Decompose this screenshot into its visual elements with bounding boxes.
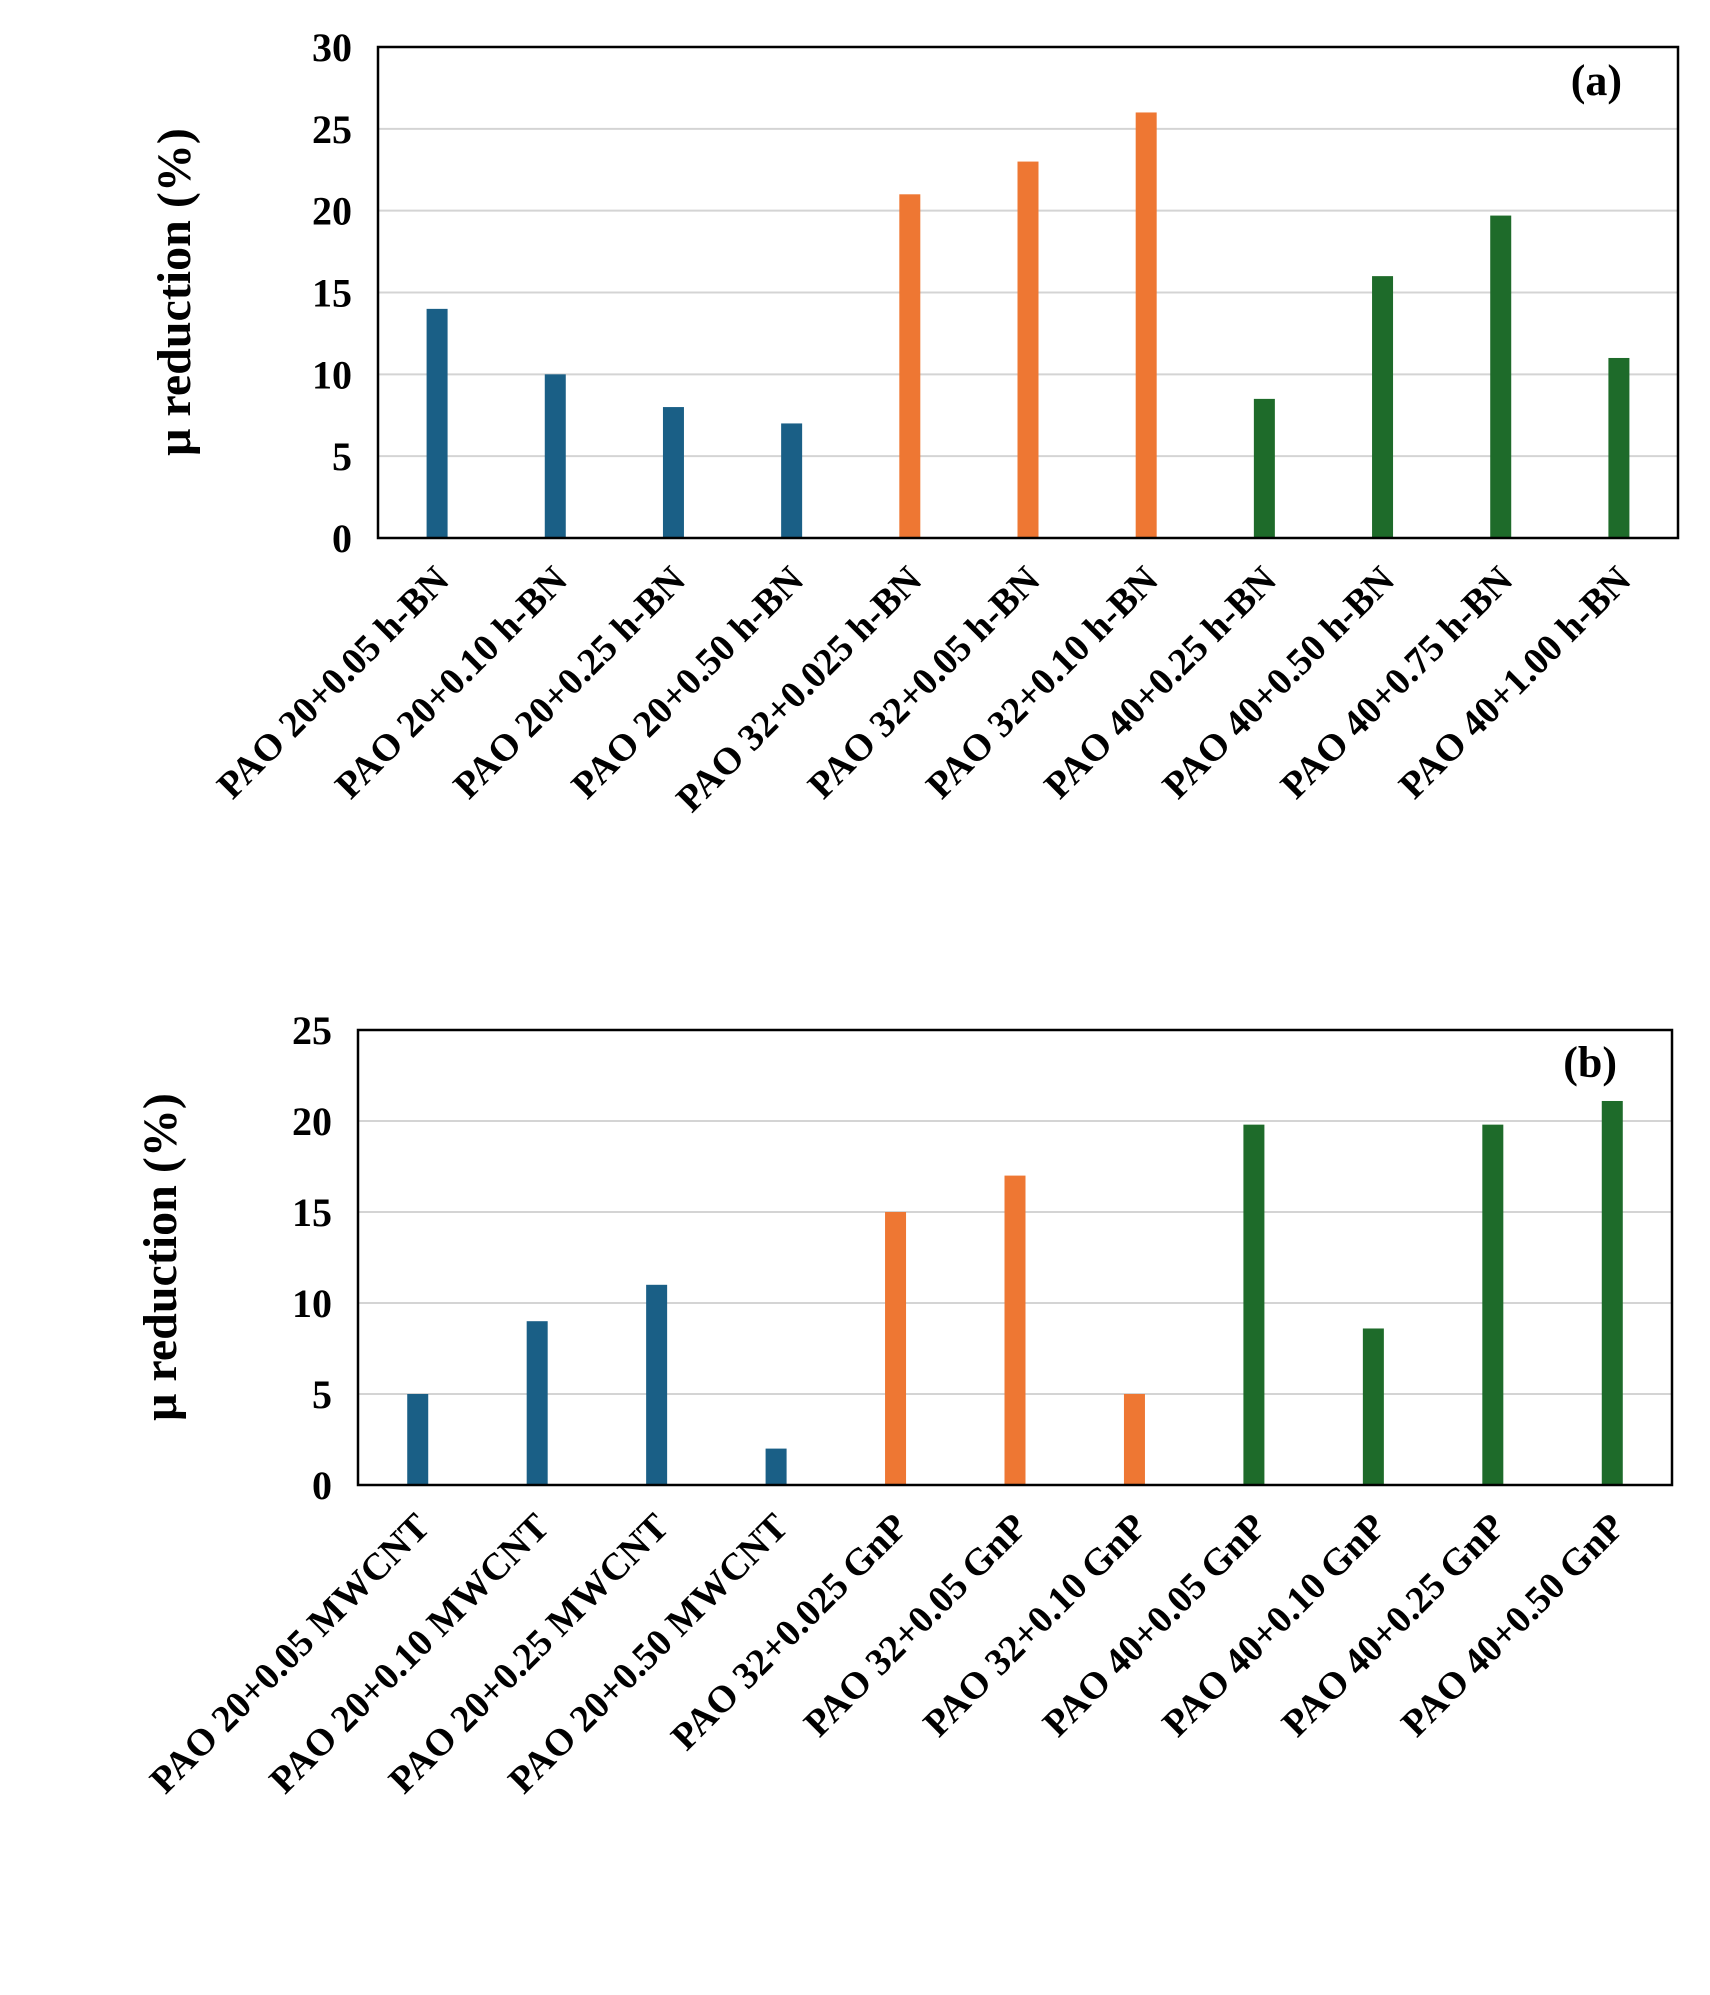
bar	[544, 374, 566, 538]
bar	[1362, 1328, 1384, 1485]
y-tick-label: 0	[332, 516, 352, 561]
y-tick-label: 10	[312, 352, 352, 397]
x-category-label: PAO 20+0.10 h-BN	[327, 559, 575, 807]
x-category-label: PAO 40+1.00 h-BN	[1391, 559, 1639, 807]
y-tick-label: 15	[292, 1190, 332, 1235]
y-tick-label: 20	[292, 1099, 332, 1144]
bar	[1123, 1394, 1145, 1485]
x-category-label: PAO 40+0.05 GnP	[1035, 1506, 1274, 1745]
bar	[1608, 357, 1630, 538]
x-category-label: PAO 32+0.10 GnP	[915, 1506, 1154, 1745]
y-tick-label: 10	[292, 1281, 332, 1326]
plot-frame	[356, 1028, 1674, 1487]
y-tick-label: 0	[312, 1463, 332, 1508]
x-category-label: PAO 40+0.25 GnP	[1274, 1506, 1513, 1745]
x-category-label: PAO 40+0.25 h-BN	[1036, 559, 1284, 807]
y-tick-label: 15	[312, 271, 352, 316]
x-category-label: PAO 40+0.50 h-BN	[1155, 559, 1403, 807]
x-category-label: PAO 20+0.50 h-BN	[564, 559, 812, 807]
bar	[662, 407, 684, 538]
bar	[1253, 398, 1275, 538]
bar	[526, 1321, 548, 1485]
x-category-label: PAO 40+0.75 h-BN	[1273, 559, 1521, 807]
bar	[1490, 215, 1512, 538]
y-tick-label: 30	[312, 25, 352, 70]
panel-label: (a)	[1571, 56, 1622, 105]
y-axis-title: μ reduction (%)	[134, 1093, 187, 1421]
bar	[781, 423, 803, 538]
bar	[1601, 1100, 1623, 1485]
plot-frame	[376, 45, 1680, 540]
x-category-label: PAO 40+0.50 GnP	[1393, 1506, 1632, 1745]
x-category-label: PAO 32+0.05 GnP	[796, 1506, 1035, 1745]
bar	[407, 1394, 429, 1485]
bar	[646, 1284, 668, 1485]
x-category-label: PAO 32+0.05 h-BN	[800, 559, 1048, 807]
bar	[1135, 112, 1157, 538]
x-category-label: PAO 32+0.10 h-BN	[918, 559, 1166, 807]
bar	[899, 194, 921, 539]
bar	[1004, 1175, 1026, 1485]
panel-label: (b)	[1563, 1038, 1617, 1087]
x-category-label: PAO 20+0.05 h-BN	[209, 559, 457, 807]
y-tick-label: 5	[312, 1372, 332, 1417]
y-axis-title: μ reduction (%)	[148, 128, 201, 456]
y-tick-label: 25	[292, 1008, 332, 1053]
bar	[885, 1212, 907, 1485]
bar	[1243, 1124, 1265, 1485]
y-tick-label: 25	[312, 107, 352, 152]
bar	[1482, 1124, 1504, 1485]
x-category-label: PAO 20+0.25 h-BN	[446, 559, 694, 807]
bar	[1017, 161, 1039, 539]
x-category-label: PAO 40+0.10 GnP	[1154, 1506, 1393, 1745]
y-tick-label: 20	[312, 189, 352, 234]
y-tick-label: 5	[332, 434, 352, 479]
bar	[426, 308, 448, 538]
bar	[765, 1448, 787, 1485]
bar	[1372, 276, 1394, 538]
